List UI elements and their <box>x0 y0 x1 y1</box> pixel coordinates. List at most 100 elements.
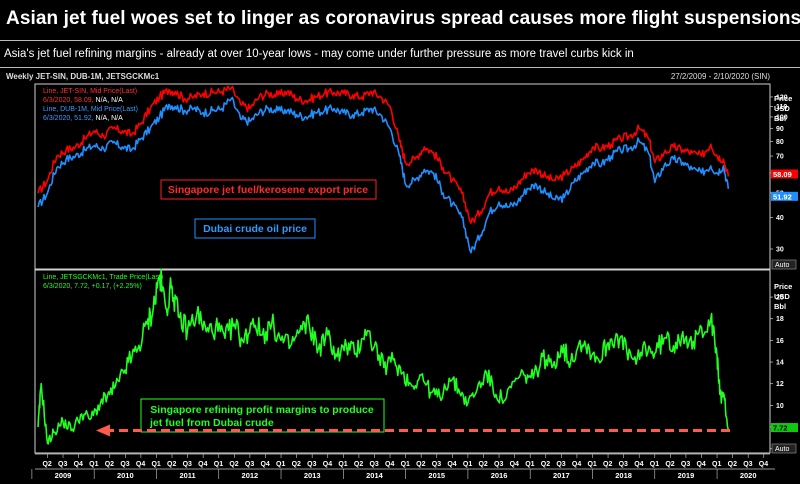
dubai-crude-line <box>37 96 730 254</box>
x-quarter-label: Q1 <box>214 461 223 468</box>
jet-last-tag-box <box>771 169 798 179</box>
x-quarter-label: Q2 <box>105 461 114 468</box>
x-quarter-label: Q1 <box>338 461 347 468</box>
dubai-annotation: Dubai crude oil price <box>194 218 316 239</box>
lower-axis-title-usd: USD <box>774 292 790 301</box>
upper-series-lines <box>37 85 730 254</box>
upper-y-tick-label: 110 <box>776 104 787 111</box>
x-quarter-label: Q3 <box>432 461 441 468</box>
margin-annotation-line2: jet fuel from Dubai crude <box>149 417 274 429</box>
x-axis: Q2 Q3 Q4 Q1 Q2 Q3 Q4 Q1 Q2 Q3 Q4 Q1 Q2 Q3 Q4 Q1 Q2 Q3 Q4 Q1… <box>31 453 775 480</box>
x-quarter-label: Q3 <box>619 461 628 468</box>
lower-y-tick-label: 14 <box>776 360 784 367</box>
lower-legend: Line, JETSGCKMc1, Trade Price(Last) 6/3/… <box>43 274 163 290</box>
margin-last-tag-box <box>771 423 798 433</box>
upper-y-tick-label: 80 <box>776 139 784 146</box>
x-quarter-label: Q3 <box>245 461 254 468</box>
chart-instruments-label: Weekly JET-SIN, DUB-1M, JETSGCKMc1 <box>6 72 160 81</box>
lower-y-tick-label: 16 <box>776 338 784 345</box>
x-year-label: 2020 <box>740 471 757 479</box>
lower-auto-button[interactable]: Auto <box>771 443 797 454</box>
x-quarter-label: Q3 <box>58 461 67 468</box>
dubai-last-tag-box <box>771 191 798 201</box>
x-quarter-label: Q3 <box>556 461 565 468</box>
x-quarter-label: Q2 <box>354 461 363 468</box>
x-year-label: 2009 <box>55 471 72 479</box>
legend-margin-line1: Line, JETSGCKMc1, Trade Price(Last) <box>43 274 163 281</box>
x-quarter-label: Q1 <box>587 461 596 468</box>
x-quarter-label: Q2 <box>603 461 612 468</box>
lower-plot-frame <box>34 269 771 454</box>
lower-y-tick-label: 12 <box>776 381 784 388</box>
x-quarter-label: Q1 <box>401 461 410 468</box>
upper-plot-frame <box>34 83 771 270</box>
x-quarter-label: Q1 <box>276 461 285 468</box>
upper-axis-title-price: Price <box>774 94 792 103</box>
x-quarter-label: Q4 <box>634 461 643 468</box>
upper-axis-title: Price USD Bbl <box>774 94 792 123</box>
upper-auto-label: Auto <box>775 262 790 269</box>
x-quarter-label: Q2 <box>416 461 425 468</box>
chart-date-range: 27/2/2009 - 2/10/2020 (SIN) <box>670 72 770 81</box>
last-value-tags: 58.09 51.92 7.72 <box>771 169 798 433</box>
x-quarter-label: Q2 <box>229 461 238 468</box>
upper-y-tick-label: 40 <box>776 215 784 222</box>
x-quarter-label: Q2 <box>728 461 737 468</box>
jet-fuel-line <box>37 85 730 224</box>
x-year-label: 2015 <box>428 471 445 479</box>
x-year-label: 2016 <box>491 471 508 479</box>
x-year-label: 2019 <box>678 471 695 479</box>
low-level-arrow <box>96 424 730 437</box>
lower-auto-label: Auto <box>775 446 790 453</box>
legend-dubai-line1: Line, DUB-1M, Mid Price(Last) <box>43 106 138 113</box>
legend-jet-line1: Line, JET-SIN, Mid Price(Last) <box>43 88 137 95</box>
upper-y-tick-label: 100 <box>776 114 788 121</box>
x-quarter-label: Q4 <box>447 461 456 468</box>
x-quarter-label: Q3 <box>183 461 192 468</box>
x-year-label: 2014 <box>366 471 384 479</box>
x-quarter-label: Q1 <box>650 461 659 468</box>
x-quarter-label: Q3 <box>369 461 378 468</box>
upper-axis-title-usd: USD <box>774 104 790 113</box>
x-quarter-label: Q4 <box>759 461 768 468</box>
x-quarter-label: Q4 <box>385 461 394 468</box>
upper-auto-button[interactable]: Auto <box>771 259 797 270</box>
x-quarter-label: Q1 <box>89 461 98 468</box>
x-year-label: 2013 <box>304 471 321 479</box>
x-quarter-label: Q2 <box>478 461 487 468</box>
price-chart: Line, JET-SIN, Mid Price(Last) 6/3/2020,… <box>31 83 798 480</box>
headline: Asian jet fuel woes set to linger as cor… <box>0 0 800 40</box>
jet-annotation: Singapore jet fuel/kerosene export price <box>160 179 377 200</box>
x-quarter-label: Q3 <box>494 461 503 468</box>
upper-legend: Line, JET-SIN, Mid Price(Last) 6/3/2020,… <box>43 88 138 122</box>
x-year-label: 2010 <box>117 471 134 479</box>
legend-margin-line2: 6/3/2020, 7.72, +0.17, (+2.25%) <box>43 283 142 290</box>
x-quarter-label: Q4 <box>572 461 581 468</box>
x-quarter-label: Q4 <box>74 461 83 468</box>
refining-margin-line <box>37 268 730 445</box>
margin-last-tag: 7.72 <box>773 424 788 433</box>
upper-y-tick-label: 70 <box>776 154 784 161</box>
x-quarter-label: Q4 <box>510 461 519 468</box>
upper-y-tick-label: 120 <box>776 94 788 101</box>
x-year-label: 2012 <box>242 471 259 479</box>
x-quarter-label: Q3 <box>681 461 690 468</box>
x-quarter-label: Q4 <box>696 461 705 468</box>
lower-series-lines <box>37 268 730 445</box>
margin-annotation: Singapore refining profit margins to pro… <box>140 398 385 433</box>
lower-y-tick-label: 18 <box>776 316 784 323</box>
x-quarter-label: Q4 <box>260 461 269 468</box>
dubai-annotation-text: Dubai crude oil price <box>203 223 307 235</box>
legend-dubai-line2: 6/3/2020, 51.92, N/A, N/A <box>43 115 123 122</box>
x-quarter-label: Q3 <box>120 461 129 468</box>
lower-axis-title: Price USD Bbl <box>774 282 792 311</box>
x-quarter-label: Q4 <box>198 461 207 468</box>
margin-annotation-line1: Singapore refining profit margins to pro… <box>150 404 374 416</box>
jet-annotation-text: Singapore jet fuel/kerosene export price <box>168 184 368 196</box>
x-quarter-label: Q4 <box>136 461 145 468</box>
x-quarter-label: Q1 <box>463 461 472 468</box>
lower-axis-title-bbl: Bbl <box>774 302 786 311</box>
x-quarter-label: Q3 <box>307 461 316 468</box>
subheadline: Asia's jet fuel refining margins - alrea… <box>0 40 800 68</box>
jet-last-tag: 58.09 <box>773 170 792 179</box>
